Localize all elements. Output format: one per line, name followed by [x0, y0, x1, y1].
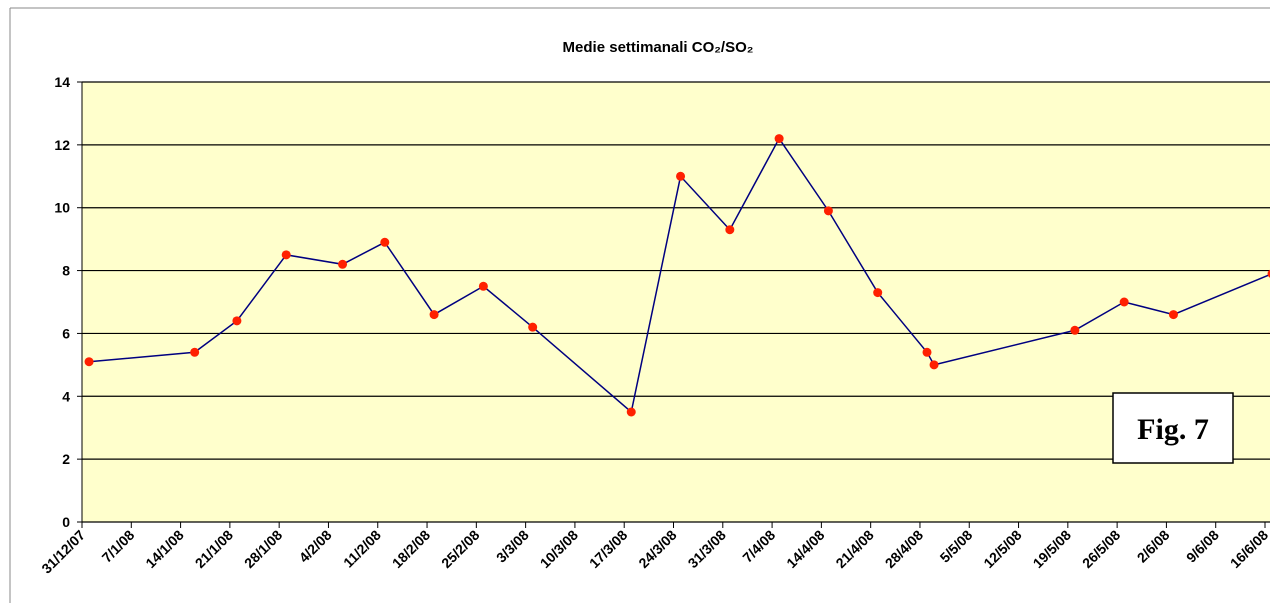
x-tick-label: 10/3/08 [537, 527, 581, 571]
data-point [1168, 310, 1178, 320]
data-point [281, 250, 291, 260]
data-point [429, 310, 439, 320]
x-tick-label: 28/4/08 [882, 527, 926, 571]
data-point [873, 288, 883, 298]
y-tick-label: 6 [62, 325, 70, 341]
x-tick-label: 25/2/08 [438, 527, 482, 571]
x-tick-label: 7/4/08 [739, 527, 778, 566]
data-point [380, 237, 390, 247]
x-tick-label: 2/6/08 [1134, 527, 1173, 566]
x-tick-label: 21/1/08 [192, 527, 236, 571]
x-tick-label: 24/3/08 [635, 527, 679, 571]
data-point [232, 316, 242, 326]
data-point [922, 347, 932, 357]
annotation-box [1112, 392, 1234, 464]
data-point [626, 407, 636, 417]
data-point [528, 322, 538, 332]
chart-title: Medie settimanali CO₂/SO₂ [563, 39, 754, 56]
x-tick-label: 31/3/08 [685, 527, 729, 571]
data-point [1070, 325, 1080, 335]
data-point [823, 206, 833, 216]
data-point [338, 259, 348, 269]
y-tick-label: 4 [62, 388, 70, 404]
x-tick-label: 31/12/07 [38, 527, 88, 577]
x-tick-label: 21/4/08 [832, 527, 876, 571]
y-tick-label: 12 [54, 137, 70, 153]
plot-area [82, 82, 1270, 522]
x-tick-label: 14/1/08 [142, 527, 186, 571]
x-tick-label: 18/2/08 [389, 527, 433, 571]
x-tick-label: 26/5/08 [1079, 527, 1123, 571]
data-point [1119, 297, 1129, 307]
data-point [774, 134, 784, 144]
plot [84, 134, 1270, 417]
data-point [676, 171, 686, 181]
y-tick-label: 14 [54, 74, 70, 90]
data-point [190, 347, 200, 357]
x-tick-label: 5/5/08 [937, 527, 976, 566]
x-tick-label: 14/4/08 [783, 527, 827, 571]
x-tick-label: 3/3/08 [493, 527, 532, 566]
x-tick-label: 12/5/08 [980, 527, 1024, 571]
x-tick-label: 11/2/08 [340, 527, 384, 571]
x-tick-label: 9/6/08 [1183, 527, 1222, 566]
x-tick-label: 17/3/08 [586, 527, 630, 571]
x-tick-label: 28/1/08 [241, 527, 285, 571]
y-tick-label: 2 [62, 451, 70, 467]
x-tick-label: 7/1/08 [99, 527, 138, 566]
y-tick-label: 8 [62, 263, 70, 279]
y-tick-label: 0 [62, 514, 70, 530]
data-point [84, 357, 94, 367]
data-point [1267, 269, 1270, 278]
x-tick-label: 16/6/08 [1227, 527, 1270, 571]
data-point [478, 281, 488, 291]
x-tick-label: 19/5/08 [1030, 527, 1074, 571]
annotation: Fig. 7 [1137, 413, 1209, 446]
data-point [725, 225, 735, 235]
x-tick-label: 4/2/08 [296, 527, 335, 566]
y-tick-label: 10 [54, 200, 70, 216]
data-point [929, 360, 939, 370]
